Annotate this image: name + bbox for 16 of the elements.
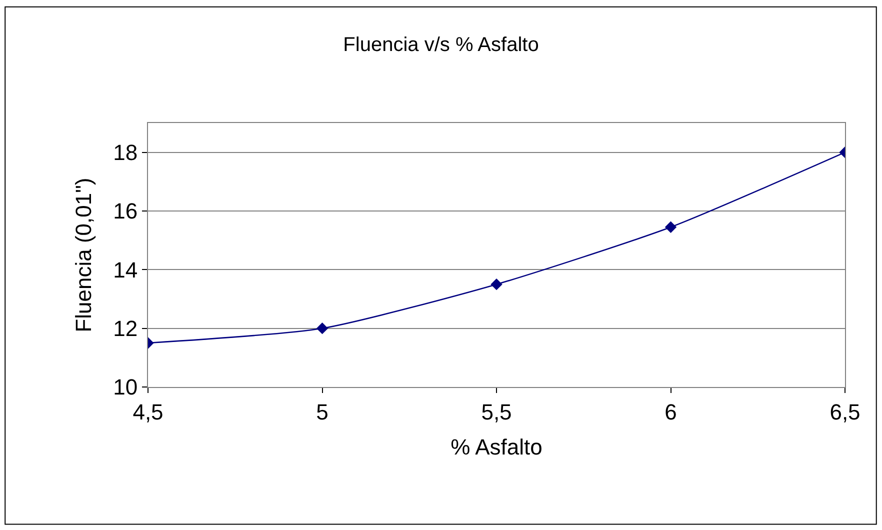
- y-tick-label: 12: [113, 316, 138, 342]
- x-tick-label: 6,5: [830, 399, 860, 424]
- chart-title: Fluencia v/s % Asfalto: [343, 34, 539, 56]
- x-tick-label: 4,5: [132, 399, 164, 424]
- x-tick-label: 6: [664, 399, 677, 424]
- point: [490, 278, 502, 290]
- y-tick-label: 18: [113, 140, 138, 166]
- y-tick-label: 16: [113, 198, 138, 224]
- y-tick-label: 10: [113, 374, 138, 400]
- point: [664, 221, 677, 233]
- y-tick-label: 14: [113, 257, 138, 282]
- point: [316, 322, 328, 334]
- x-tick-label: 5,5: [481, 399, 512, 424]
- y-axis-title: Fluencia (0,01"): [70, 178, 96, 332]
- x-tick-label: 5: [316, 399, 328, 424]
- x-axis-title: % Asfalto: [450, 434, 542, 460]
